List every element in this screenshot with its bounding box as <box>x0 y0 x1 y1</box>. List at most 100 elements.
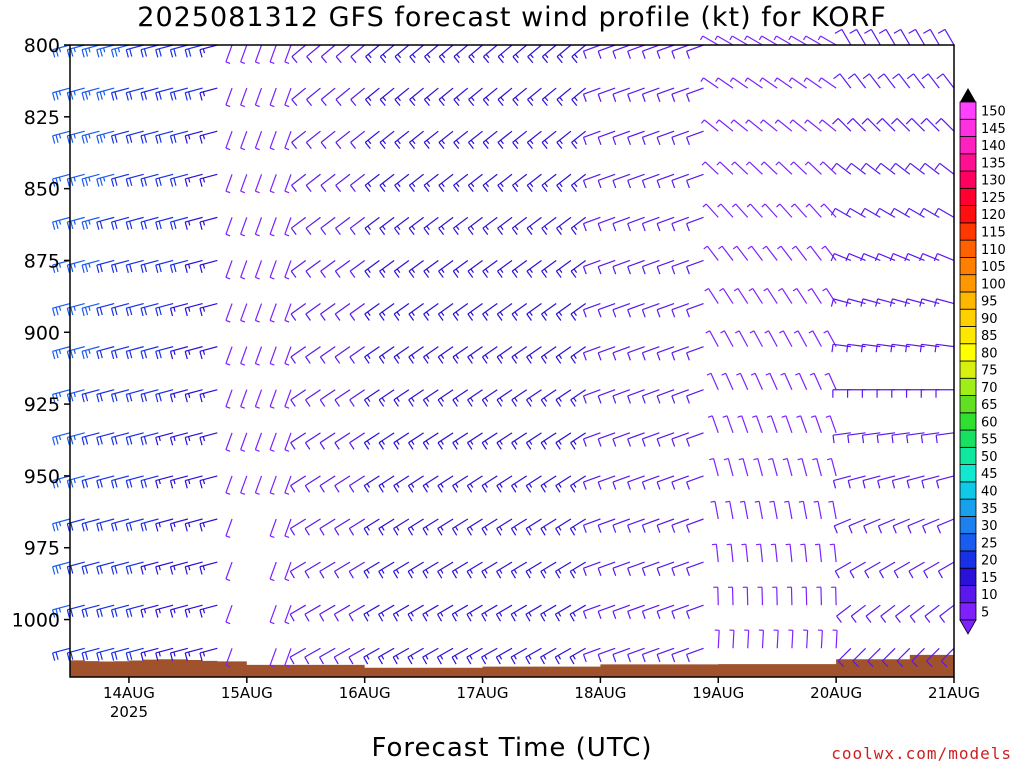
wind-barb <box>467 259 483 278</box>
wind-barb <box>184 259 203 273</box>
wind-barb <box>378 303 395 321</box>
wind-barb <box>52 302 71 317</box>
wind-barb <box>199 518 218 532</box>
wind-barb <box>525 475 542 493</box>
wind-barb <box>269 303 277 323</box>
wind-barb <box>422 389 439 407</box>
wind-barb <box>759 77 778 89</box>
wind-barb <box>348 647 365 665</box>
wind-barb <box>707 415 719 434</box>
wind-barb <box>481 389 498 407</box>
wind-barb <box>784 500 793 520</box>
wind-barb <box>81 647 100 661</box>
wind-barb <box>937 28 955 46</box>
wind-barb <box>744 77 763 89</box>
wind-barb <box>526 130 542 150</box>
wind-barb <box>736 372 749 390</box>
wind-barb <box>199 173 218 187</box>
wind-barb <box>527 44 542 64</box>
colorbar-label: 80 <box>981 346 998 361</box>
wind-barb <box>482 259 498 278</box>
wind-barb <box>702 203 719 218</box>
wind-barb <box>125 87 144 101</box>
wind-barb <box>627 216 645 232</box>
wind-barb <box>749 330 763 347</box>
wind-barb <box>671 302 690 318</box>
wind-barb <box>199 475 218 489</box>
wind-barb <box>125 389 144 403</box>
colorbar: 5 10 15 20 25 30 35 40 45 50 55 60 65 70 75 80 85 90 95 100… <box>959 88 1006 635</box>
wind-barb <box>269 648 277 668</box>
wind-barb <box>393 518 410 536</box>
wind-barb <box>335 44 351 64</box>
wind-barb <box>919 162 940 175</box>
wind-barb <box>747 245 763 261</box>
wind-barb <box>860 253 881 262</box>
wind-barb <box>199 561 218 575</box>
wind-barb <box>365 44 380 64</box>
wind-barb <box>290 346 307 364</box>
wind-barb <box>556 130 572 150</box>
wind-barb <box>481 604 498 622</box>
wind-barb <box>876 432 896 444</box>
wind-barb <box>729 77 749 89</box>
wind-barb <box>349 389 366 407</box>
wind-barb <box>110 432 130 446</box>
wind-barb <box>671 346 690 361</box>
wind-barb <box>923 28 940 46</box>
wind-barb <box>877 518 896 534</box>
wind-barb <box>641 173 660 189</box>
wind-barb <box>582 216 601 232</box>
wind-barb <box>452 475 469 493</box>
wind-barb <box>96 302 115 317</box>
wind-barb <box>350 44 366 64</box>
wind-barb <box>363 475 380 493</box>
plot-frame <box>69 44 955 678</box>
x-tick-label: 21AUG <box>928 684 980 702</box>
wind-barb <box>199 259 218 273</box>
wind-barb <box>52 216 71 230</box>
wind-barb <box>169 647 189 661</box>
wind-barb <box>319 346 336 364</box>
colorbar-cell <box>959 187 977 206</box>
wind-barb <box>199 44 218 58</box>
wind-barb <box>569 475 586 493</box>
wind-barb <box>334 346 351 364</box>
wind-barb <box>284 561 292 582</box>
wind-barb <box>803 629 809 649</box>
wind-barb <box>686 87 704 102</box>
wind-barb <box>284 217 292 237</box>
colorbar-cell <box>959 326 977 345</box>
wind-barb <box>496 561 513 579</box>
wind-barb <box>512 87 528 107</box>
wind-barb <box>319 475 336 493</box>
wind-barb <box>597 346 616 361</box>
wind-barb <box>510 604 528 622</box>
wind-barb <box>110 647 130 661</box>
wind-barb <box>349 173 366 192</box>
wind-barb <box>378 432 395 450</box>
wind-barb <box>319 432 336 450</box>
wind-barb <box>422 561 439 579</box>
wind-barb <box>225 87 233 108</box>
wind-barb <box>423 130 439 150</box>
wind-barb <box>711 543 719 563</box>
colorbar-label: 25 <box>981 536 998 551</box>
wind-barb <box>582 604 601 620</box>
wind-barb <box>627 604 645 620</box>
wind-barb <box>393 259 410 278</box>
wind-barb <box>437 432 454 450</box>
wind-barb <box>769 500 778 520</box>
wind-barb <box>52 518 71 532</box>
wind-barb <box>378 604 395 622</box>
terrain-surface <box>70 654 954 677</box>
wind-barb <box>671 216 690 232</box>
colorbar-label: 90 <box>981 312 998 327</box>
colorbar-cell <box>959 567 977 586</box>
wind-barb <box>612 302 631 318</box>
wind-barb <box>686 561 704 576</box>
wind-barb <box>846 118 867 132</box>
wind-barb <box>766 415 778 434</box>
wind-barb <box>319 561 336 579</box>
y-tick-label: 825 <box>24 107 60 129</box>
